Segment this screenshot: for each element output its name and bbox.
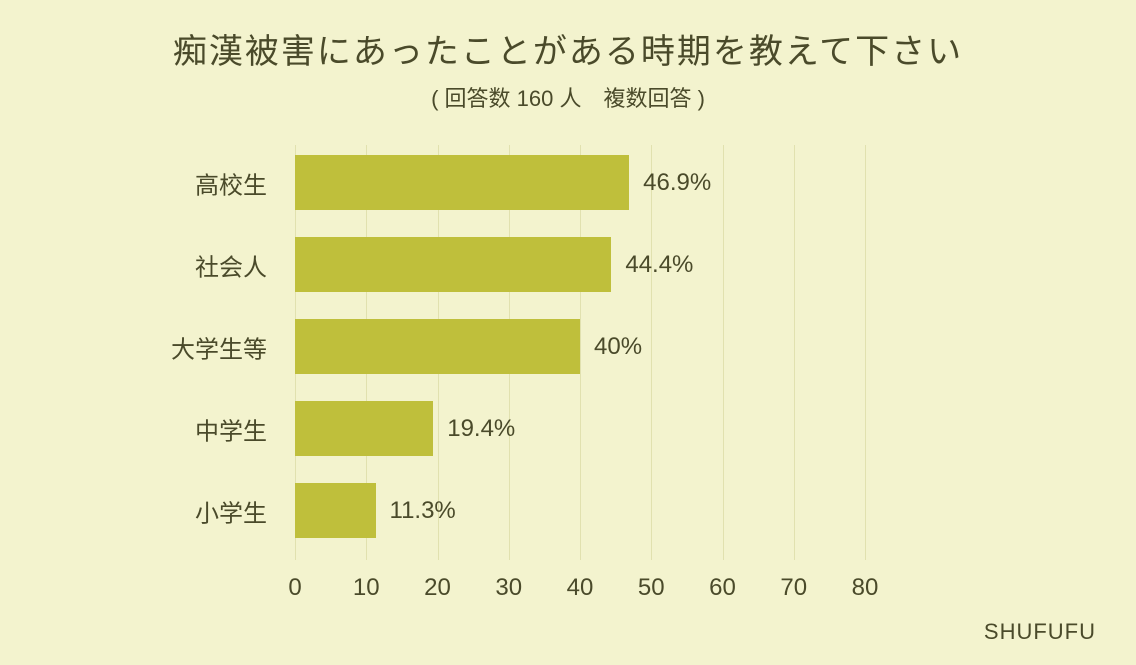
x-tick-label: 60 — [709, 560, 736, 602]
bar-value-label: 44.4% — [611, 251, 693, 279]
bar-row: 44.4%社会人 — [295, 237, 611, 292]
category-label: 高校生 — [195, 165, 295, 200]
chart-plot-area: 0102030405060708046.9%高校生44.4%社会人40%大学生等… — [295, 145, 865, 560]
x-tick-label: 30 — [495, 560, 522, 602]
chart-container: 痴漢被害にあったことがある時期を教えて下さい ( 回答数 160 人 複数回答 … — [0, 0, 1136, 665]
bar-value-label: 19.4% — [433, 415, 515, 443]
bar — [295, 319, 580, 374]
gridline — [865, 145, 866, 560]
category-label: 社会人 — [195, 247, 295, 282]
bar — [295, 155, 629, 210]
bar-row: 19.4%中学生 — [295, 401, 433, 456]
x-tick-label: 70 — [780, 560, 807, 602]
x-tick-label: 80 — [852, 560, 879, 602]
category-label: 中学生 — [195, 411, 295, 446]
chart-title: 痴漢被害にあったことがある時期を教えて下さい — [0, 0, 1136, 73]
x-tick-label: 20 — [424, 560, 451, 602]
gridline — [651, 145, 652, 560]
category-label: 小学生 — [195, 493, 295, 528]
chart-subtitle: ( 回答数 160 人 複数回答 ) — [0, 81, 1136, 113]
bar-value-label: 46.9% — [629, 169, 711, 197]
bar-value-label: 40% — [580, 333, 642, 361]
x-tick-label: 0 — [288, 560, 301, 602]
x-tick-label: 50 — [638, 560, 665, 602]
bar — [295, 401, 433, 456]
bar-row: 11.3%小学生 — [295, 483, 376, 538]
x-tick-label: 10 — [353, 560, 380, 602]
branding-text: SHUFUFU — [984, 619, 1096, 645]
bar — [295, 237, 611, 292]
gridline — [723, 145, 724, 560]
bar-value-label: 11.3% — [376, 497, 456, 525]
gridline — [794, 145, 795, 560]
category-label: 大学生等 — [171, 329, 295, 364]
bar-row: 40%大学生等 — [295, 319, 580, 374]
bar — [295, 483, 376, 538]
bar-row: 46.9%高校生 — [295, 155, 629, 210]
x-tick-label: 40 — [567, 560, 594, 602]
